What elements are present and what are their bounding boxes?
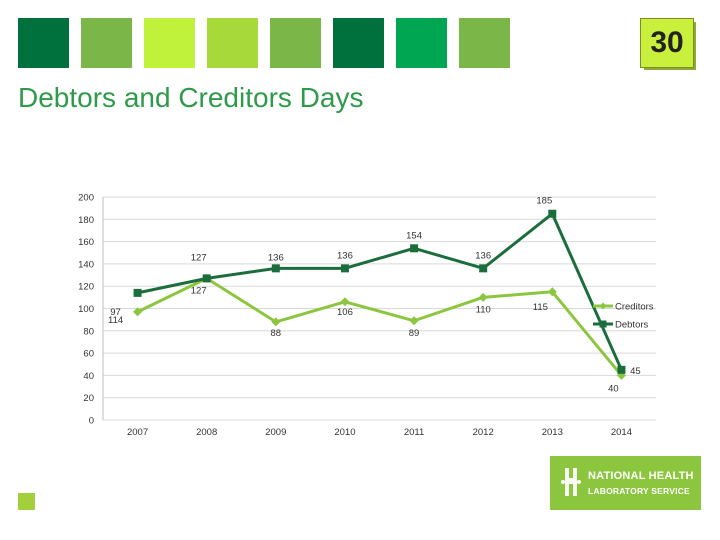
header-tile: [81, 18, 132, 68]
y-tick-label: 160: [78, 237, 94, 248]
data-point-marker: [479, 264, 488, 273]
x-tick-label: 2010: [334, 427, 355, 438]
logo-line-2: LABORATORY SERVICE: [588, 486, 690, 496]
data-point-marker: [133, 288, 142, 297]
page-number: 30: [640, 18, 694, 68]
y-tick-label: 80: [83, 326, 94, 337]
y-tick-label: 180: [78, 215, 94, 226]
nhls-logo-icon: [561, 468, 581, 496]
data-point-marker: [340, 297, 350, 307]
data-label: 136: [475, 250, 491, 261]
data-point-marker: [340, 264, 349, 273]
y-tick-label: 20: [83, 393, 94, 404]
x-tick-label: 2011: [404, 427, 424, 438]
data-label: 115: [533, 302, 548, 313]
corner-square: [18, 493, 35, 510]
legend-marker-debtors: [599, 320, 607, 328]
data-point-marker: [271, 264, 280, 273]
legend-label-debtors: Debtors: [615, 320, 649, 331]
y-tick-label: 60: [83, 349, 94, 360]
y-tick-label: 100: [78, 304, 94, 315]
header-tile: [18, 18, 69, 68]
y-tick-label: 200: [78, 193, 94, 204]
series-line-creditors: [136, 276, 623, 377]
header-tile: [459, 18, 510, 68]
header-tile: [207, 18, 258, 68]
header-tile: [396, 18, 447, 68]
x-tick-label: 2008: [196, 427, 217, 438]
data-label: 97: [110, 307, 121, 318]
x-tick-label: 2007: [127, 427, 148, 438]
header-tile: [270, 18, 321, 68]
data-label: 40: [608, 383, 619, 394]
header-tile: [144, 18, 195, 68]
data-point-marker: [478, 292, 488, 302]
data-point-marker: [409, 316, 419, 326]
data-point-marker: [202, 274, 211, 283]
x-tick-label: 2013: [542, 427, 563, 438]
data-point-marker: [617, 365, 626, 374]
legend-marker-creditors: [599, 302, 607, 310]
y-tick-label: 120: [78, 282, 94, 293]
series-line-debtors: [137, 212, 623, 371]
legend-label-creditors: Creditors: [615, 302, 654, 313]
y-tick-label: 40: [83, 371, 94, 382]
data-point-marker: [133, 307, 143, 317]
x-tick-label: 2009: [265, 427, 286, 438]
data-point-marker: [547, 287, 557, 297]
data-label: 88: [271, 328, 282, 339]
data-label: 154: [406, 230, 422, 241]
data-label: 114: [108, 315, 123, 326]
header-tile: [333, 18, 384, 68]
nhls-logo: NATIONAL HEALTH LABORATORY SERVICE: [550, 456, 701, 510]
data-label: 185: [536, 196, 552, 207]
x-tick-label: 2014: [611, 427, 632, 438]
data-label: 136: [268, 252, 284, 263]
data-label: 106: [337, 307, 353, 318]
data-label: 110: [476, 304, 491, 315]
x-tick-label: 2012: [473, 427, 494, 438]
data-point-marker: [548, 209, 557, 218]
data-point-marker: [410, 244, 419, 253]
data-point-marker: [271, 317, 281, 327]
data-label: 127: [191, 252, 207, 263]
slide-title: Debtors and Creditors Days: [18, 82, 364, 113]
data-label: 89: [409, 328, 420, 339]
logo-line-1: NATIONAL HEALTH: [588, 470, 694, 482]
data-label: 136: [337, 250, 353, 261]
data-label: 127: [191, 285, 207, 296]
y-tick-label: 140: [78, 259, 94, 270]
y-tick-label: 0: [89, 416, 94, 427]
data-label: 45: [630, 366, 641, 377]
